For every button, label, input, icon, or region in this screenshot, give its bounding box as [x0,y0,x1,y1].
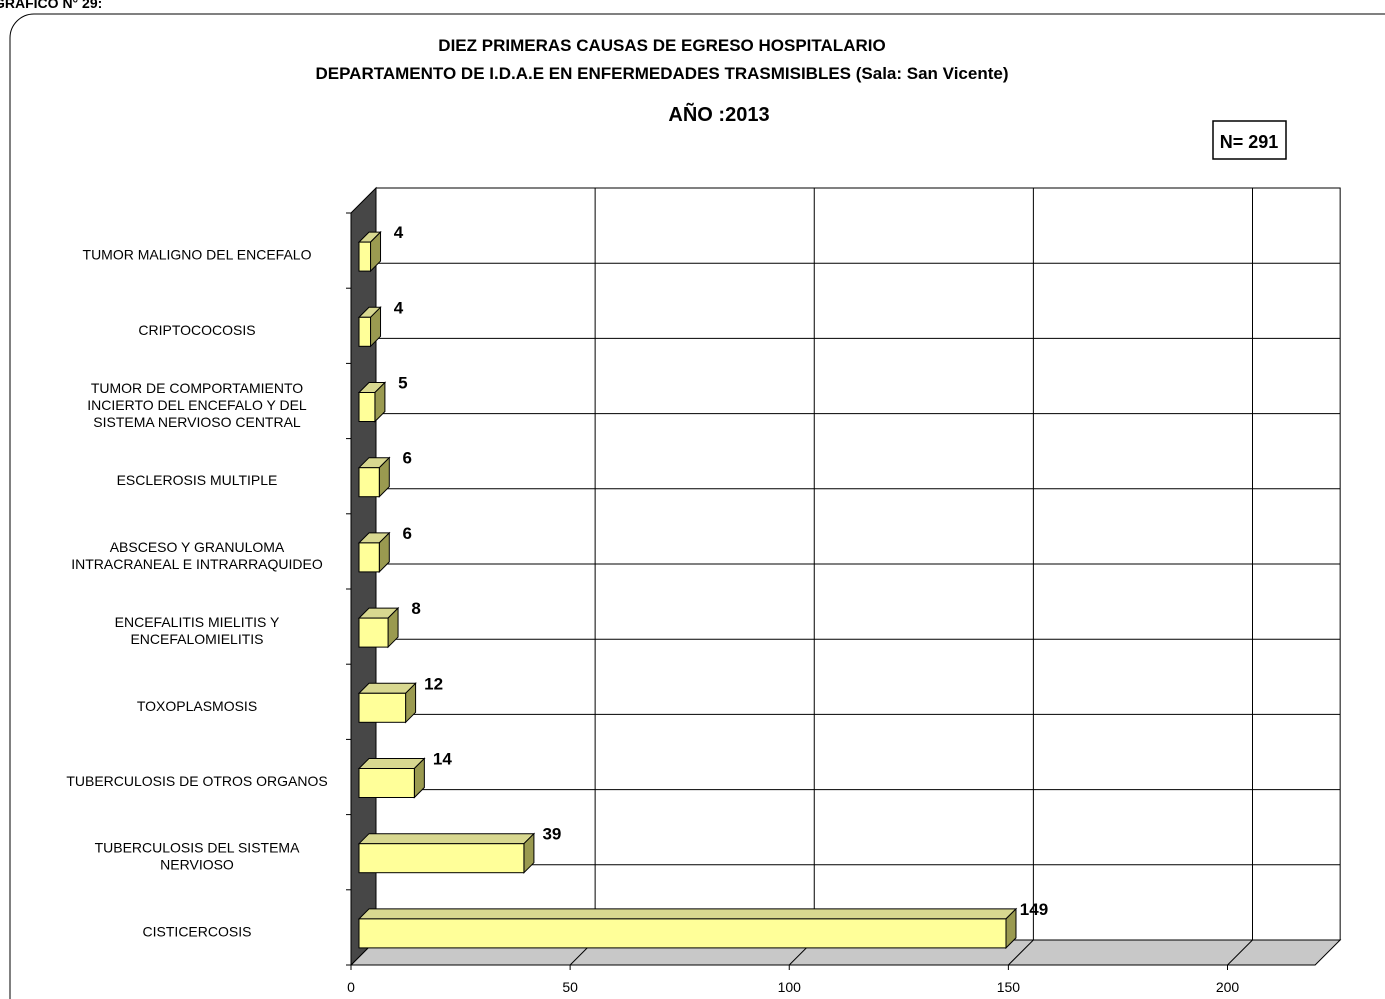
bar [358,467,380,498]
chart-title: DIEZ PRIMERAS CAUSAS DE EGRESO HOSPITALA… [438,36,885,55]
bar-top [357,758,426,769]
bar-top [357,908,1018,920]
x-tick-label: 0 [347,979,355,995]
data-label: 8 [411,599,420,618]
data-label: 6 [403,524,412,543]
bar [358,316,372,347]
data-label: 149 [1020,900,1048,919]
data-label: 39 [542,825,561,844]
category-label: ABSCESO Y GRANULOMA INTRACRANEAL E INTRAR… [71,539,323,572]
bar [358,542,380,573]
data-label: 4 [394,298,404,317]
x-tick-label: 150 [997,979,1021,995]
x-tick-label: 50 [562,979,578,995]
bar [358,617,389,648]
data-label: 12 [424,674,443,693]
category-label: CISTICERCOSIS [143,923,252,939]
x-tick-label: 100 [778,979,802,995]
page-label: GRAFICO N° 29: [0,0,102,11]
category-label: TOXOPLASMOSIS [137,698,257,714]
floor-gridline [1008,939,1034,966]
bar [358,843,525,874]
data-label: 4 [394,223,404,242]
bar [358,392,376,422]
bar [358,241,372,272]
category-label: TUBERCULOSIS DE OTROS ORGANOS [66,773,327,789]
bar [358,918,1007,949]
n-box [1212,120,1287,160]
bar [358,768,415,798]
n-label: N= 291 [1220,132,1279,152]
plot-area: 0 50 100 150 200 4 TUMOR MALIGNO DEL ENCEFALO 4… [66,186,1342,995]
chart-frame [9,13,1385,999]
chart-year: AÑO :2013 [668,103,769,126]
category-label: ESCLEROSIS MULTIPLE [117,472,278,488]
data-label: 14 [433,750,452,769]
x-tick-label: 200 [1216,979,1240,995]
data-label: 5 [398,374,407,393]
bar-top [357,833,536,845]
category-label: TUMOR MALIGNO DEL ENCEFALO [83,247,312,263]
category-label: CRIPTOCOCOSIS [138,322,255,338]
category-label: ENCEFALITIS MIELITIS Y ENCEFALOMIELITIS [115,614,280,647]
chart-subtitle: DEPARTAMENTO DE I.D.A.E EN ENFERMEDADES … [315,64,1008,83]
category-label: TUBERCULOSIS DEL SISTEMA NERVIOSO [95,840,301,873]
bar [358,692,407,723]
category-label: TUMOR DE COMPORTAMIENTO INCIERTO DEL ENCE… [87,380,307,430]
floor-gridline [1227,939,1253,966]
data-label: 6 [403,449,412,468]
